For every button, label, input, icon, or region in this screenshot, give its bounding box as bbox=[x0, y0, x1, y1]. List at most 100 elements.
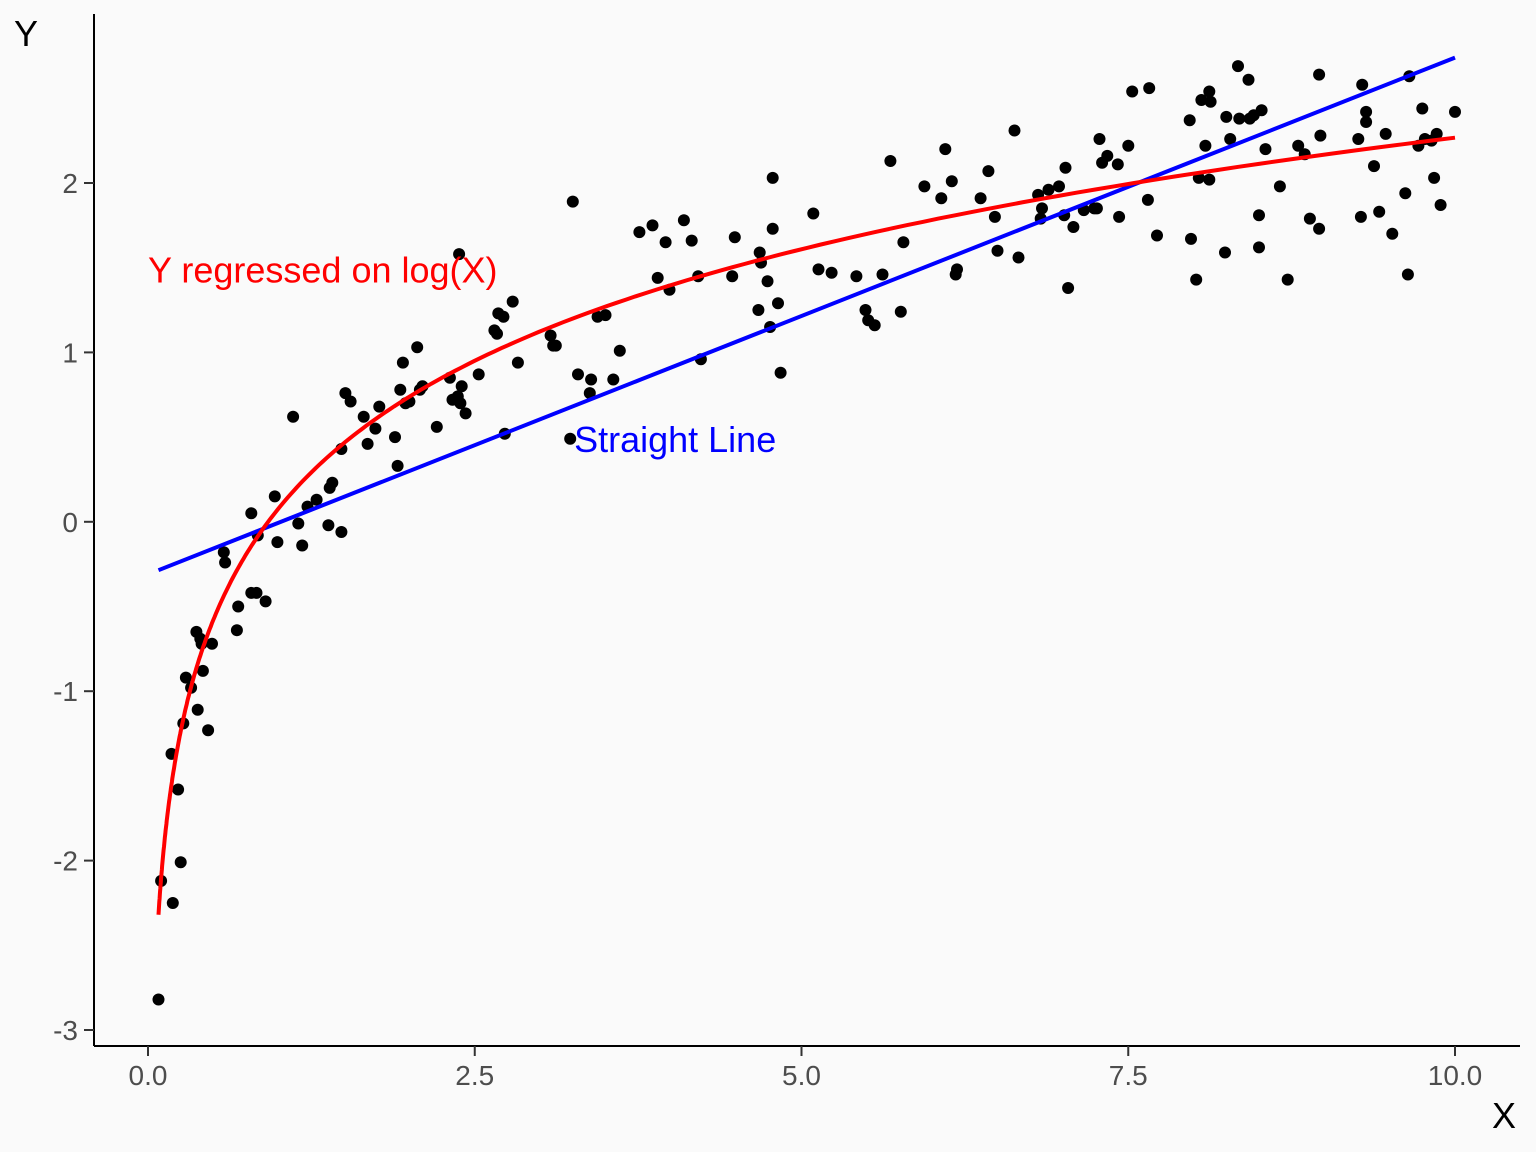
data-point bbox=[974, 192, 987, 205]
data-point bbox=[897, 236, 910, 249]
data-point bbox=[585, 373, 598, 386]
data-point bbox=[1220, 110, 1233, 123]
y-tick-label: 0 bbox=[62, 507, 78, 538]
data-point bbox=[455, 380, 468, 393]
data-point bbox=[1042, 183, 1055, 196]
data-point bbox=[1354, 210, 1367, 223]
y-tick-label: 2 bbox=[62, 168, 78, 199]
data-point bbox=[250, 586, 263, 599]
y-tick-label: -3 bbox=[53, 1015, 78, 1046]
data-point bbox=[868, 319, 881, 332]
x-axis-ticks: 0.0 2.5 5.0 7.5 10.0 bbox=[129, 1046, 1482, 1091]
data-point bbox=[1386, 227, 1399, 240]
data-point bbox=[1059, 161, 1072, 174]
x-tick-label: 7.5 bbox=[1109, 1060, 1148, 1091]
data-point bbox=[945, 175, 958, 188]
x-tick-label: 2.5 bbox=[455, 1060, 494, 1091]
data-point bbox=[1313, 68, 1326, 81]
data-point bbox=[1008, 124, 1021, 137]
data-point bbox=[232, 600, 245, 613]
data-point bbox=[677, 214, 690, 227]
data-point bbox=[172, 783, 185, 796]
data-point bbox=[196, 664, 209, 677]
data-point bbox=[1113, 210, 1126, 223]
data-point bbox=[1185, 232, 1197, 245]
data-point bbox=[459, 407, 472, 420]
data-point bbox=[752, 304, 765, 316]
data-point bbox=[1141, 193, 1154, 206]
data-point bbox=[454, 397, 467, 410]
data-point bbox=[633, 226, 646, 239]
data-point bbox=[1379, 127, 1392, 140]
data-point bbox=[1012, 251, 1025, 264]
data-point bbox=[1356, 78, 1369, 91]
data-point bbox=[287, 410, 300, 423]
data-point bbox=[1126, 85, 1139, 98]
data-point bbox=[564, 432, 577, 445]
data-point bbox=[1224, 133, 1237, 145]
data-point bbox=[991, 244, 1004, 257]
data-point bbox=[685, 234, 698, 247]
data-point bbox=[766, 222, 779, 235]
data-point bbox=[322, 519, 335, 532]
data-point bbox=[651, 271, 664, 284]
data-point bbox=[1313, 222, 1326, 235]
data-point bbox=[497, 310, 510, 323]
data-point bbox=[988, 210, 1001, 223]
y-tick-label: -2 bbox=[53, 846, 78, 877]
data-point bbox=[394, 383, 407, 396]
data-point bbox=[728, 231, 741, 244]
data-point bbox=[1430, 127, 1443, 140]
data-point bbox=[599, 309, 612, 322]
data-point bbox=[1053, 180, 1065, 193]
data-point bbox=[217, 546, 230, 559]
data-point bbox=[1428, 171, 1441, 184]
data-point bbox=[544, 329, 557, 342]
x-tick-label: 0.0 bbox=[129, 1060, 168, 1091]
data-point bbox=[935, 192, 948, 205]
data-point bbox=[335, 526, 348, 538]
data-point bbox=[191, 703, 204, 716]
data-point bbox=[230, 624, 243, 637]
data-point bbox=[310, 493, 323, 506]
data-point bbox=[646, 219, 659, 232]
data-point bbox=[268, 490, 281, 503]
data-point bbox=[1067, 221, 1080, 233]
data-point bbox=[1360, 116, 1373, 128]
data-point bbox=[259, 595, 272, 608]
data-point bbox=[1183, 114, 1196, 127]
y-axis-title: Y bbox=[14, 13, 38, 54]
data-point bbox=[1255, 104, 1268, 117]
data-point bbox=[1401, 268, 1414, 281]
data-points bbox=[152, 60, 1461, 1006]
data-point bbox=[411, 341, 424, 354]
data-point bbox=[1203, 173, 1216, 186]
data-point bbox=[296, 539, 309, 552]
data-point bbox=[511, 356, 524, 369]
data-point bbox=[753, 246, 766, 259]
data-point bbox=[607, 373, 620, 386]
data-point bbox=[1190, 273, 1203, 286]
straight-line-fit bbox=[157, 55, 1456, 573]
data-point bbox=[1360, 105, 1373, 118]
data-point bbox=[179, 671, 192, 684]
data-point bbox=[491, 327, 503, 340]
data-point bbox=[1253, 209, 1265, 222]
y-axis-ticks: -3 -2 -1 0 1 2 bbox=[53, 168, 94, 1046]
data-point bbox=[373, 400, 386, 413]
data-point bbox=[982, 165, 995, 178]
data-point bbox=[1368, 160, 1380, 173]
data-point bbox=[1373, 205, 1386, 218]
data-point bbox=[772, 297, 784, 310]
data-point bbox=[1233, 112, 1246, 125]
data-point bbox=[369, 422, 382, 435]
data-point bbox=[1101, 149, 1114, 162]
data-point bbox=[219, 556, 232, 569]
data-point bbox=[245, 507, 258, 520]
data-point bbox=[271, 536, 284, 549]
data-point bbox=[1259, 143, 1272, 156]
data-point bbox=[202, 724, 215, 737]
data-point bbox=[1434, 199, 1447, 211]
data-point bbox=[1416, 102, 1429, 115]
